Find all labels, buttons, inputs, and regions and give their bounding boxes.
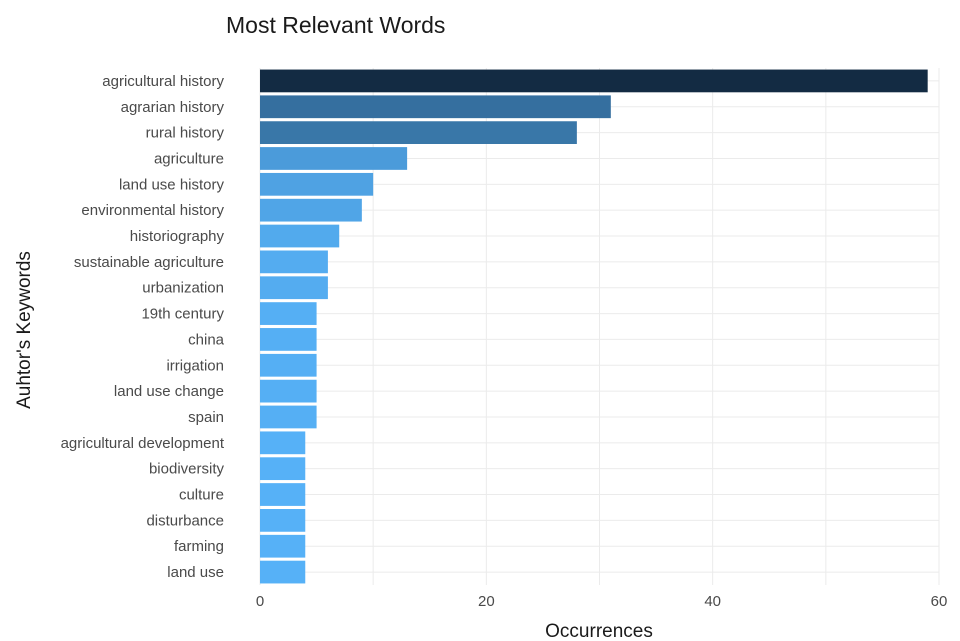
x-tick-label: 0: [256, 593, 264, 610]
y-tick-label: land use change: [114, 383, 224, 400]
y-tick-label: irrigation: [166, 357, 224, 374]
x-tick-labels: 0 20 40 60: [256, 593, 948, 610]
bar-urbanization: [260, 276, 328, 300]
chart-title: Most Relevant Words: [226, 12, 446, 38]
y-tick-label: urbanization: [142, 280, 224, 297]
bar-land-use: [260, 560, 306, 584]
y-tick-label: land use: [167, 564, 224, 581]
y-tick-label: farming: [174, 538, 224, 555]
y-tick-label: rural history: [146, 125, 225, 142]
y-axis-title: Auhtor's Keywords: [14, 251, 35, 409]
bar-sustainable-agriculture: [260, 250, 328, 274]
bar-irrigation: [260, 353, 317, 377]
y-tick-label: culture: [179, 487, 224, 504]
bar-environmental-history: [260, 198, 362, 222]
y-tick-label: china: [188, 331, 225, 348]
y-tick-label: historiography: [130, 228, 225, 245]
y-tick-label: biodiversity: [149, 461, 225, 478]
y-tick-label: environmental history: [81, 202, 224, 219]
x-tick-label: 40: [704, 593, 721, 610]
bar-rural-history: [260, 121, 577, 144]
y-tick-label: land use history: [119, 176, 225, 193]
x-axis-title: Occurrences: [545, 621, 653, 641]
grid: [259, 68, 940, 585]
bar-farming: [260, 534, 306, 558]
bar-19th-century: [260, 302, 317, 325]
bar-biodiversity: [260, 457, 306, 481]
bars: [260, 69, 928, 584]
bar-agrarian-history: [260, 95, 611, 119]
y-tick-label: sustainable agriculture: [74, 254, 224, 271]
bar-land-use-history: [260, 172, 374, 196]
bar-disturbance: [260, 509, 306, 532]
bar-land-use-change: [260, 379, 317, 403]
y-tick-label: agricultural development: [61, 435, 225, 452]
x-tick-label: 20: [478, 593, 495, 610]
x-tick-label: 60: [931, 593, 948, 610]
y-tick-label: 19th century: [141, 306, 224, 323]
bar-agriculture: [260, 147, 408, 170]
y-tick-label: agricultural history: [102, 73, 224, 90]
y-tick-label: agrarian history: [121, 99, 225, 116]
bar-agricultural-history: [260, 69, 928, 93]
y-tick-label: disturbance: [146, 512, 224, 529]
y-tick-labels: agricultural history agrarian history rura…: [61, 73, 225, 581]
y-tick-label: agriculture: [154, 150, 224, 167]
bar-agricultural-development: [260, 431, 306, 455]
bar-historiography: [260, 224, 340, 248]
bar-china: [260, 328, 317, 351]
bar-spain: [260, 405, 317, 429]
y-tick-label: spain: [188, 409, 224, 426]
bar-culture: [260, 483, 306, 506]
